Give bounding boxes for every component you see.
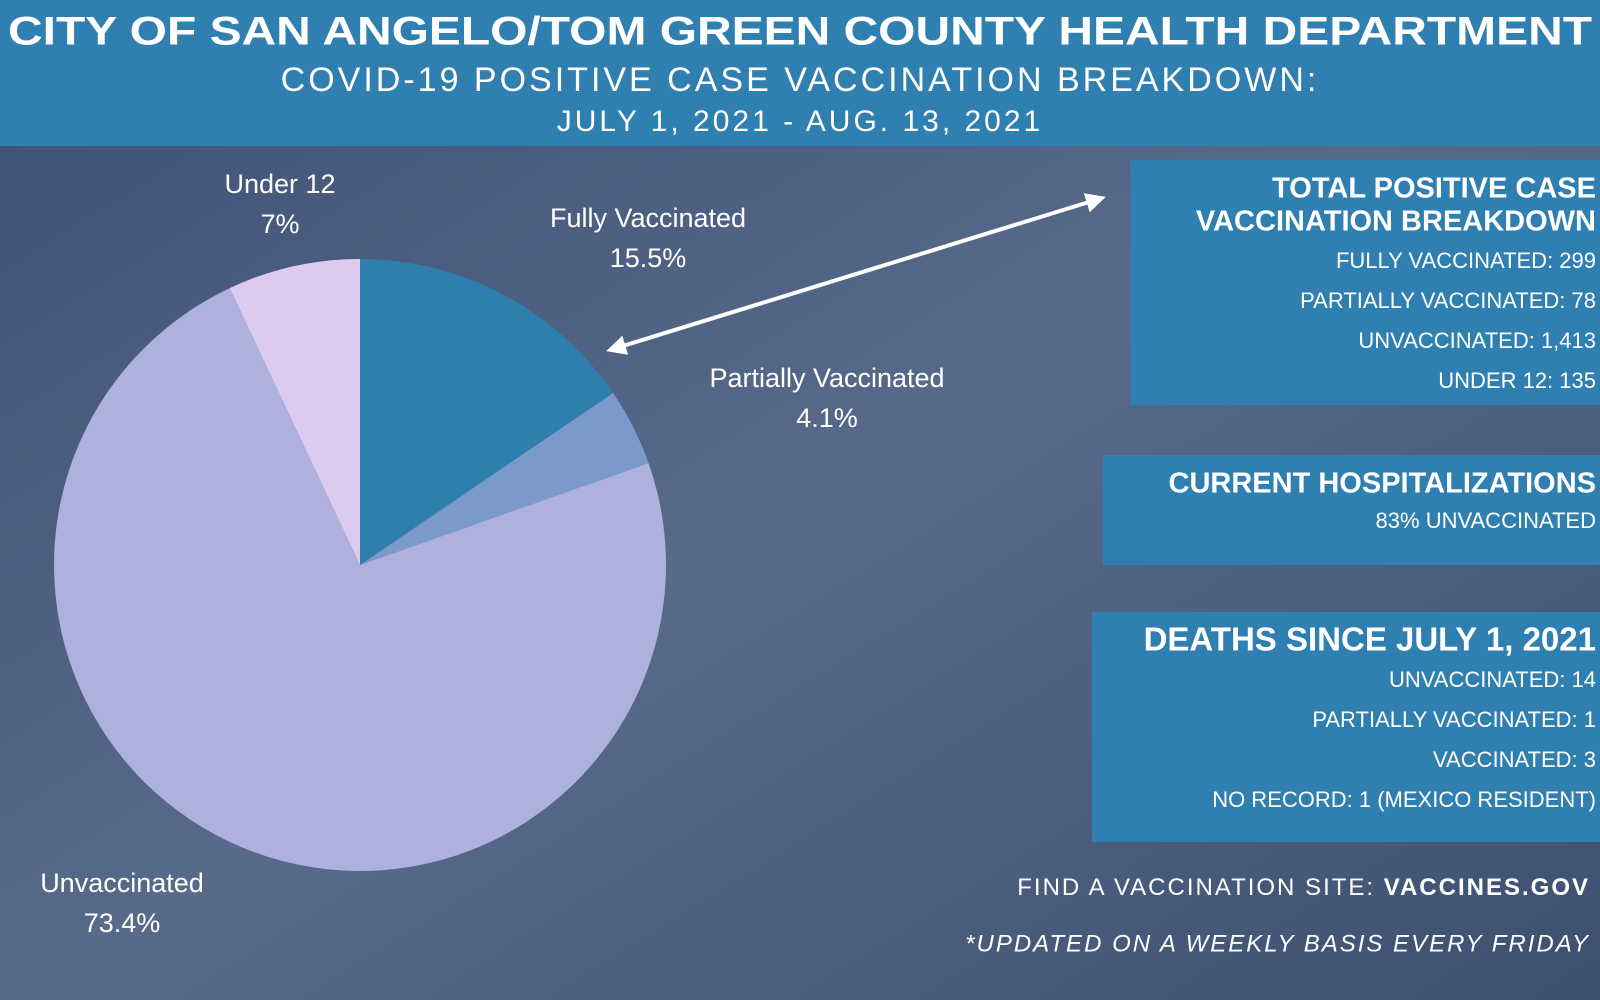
footer-site: VACCINES.GOV — [1384, 874, 1590, 901]
slice-value: 15.5% — [610, 243, 687, 273]
pie: Fully Vaccinated 15.5% Partially Vaccinate… — [40, 169, 944, 938]
slice-value: 7% — [260, 209, 299, 239]
panel-heading: DEATHS SINCE JULY 1, 2021 — [1144, 621, 1596, 658]
panel-item: 83% UNVACCINATED — [1376, 508, 1596, 533]
panel-item: NO RECORD: 1 (MEXICO RESIDENT) — [1212, 787, 1596, 812]
slice-label: Partially Vaccinated — [709, 363, 944, 393]
pie-slice — [53, 288, 666, 871]
panel-item: FULLY VACCINATED: 299 — [1336, 248, 1596, 273]
slice-value: 4.1% — [796, 403, 858, 433]
panel — [1092, 612, 1600, 842]
panel-heading: VACCINATION BREAKDOWN — [1196, 206, 1596, 238]
panel-item: PARTIALLY VACCINATED: 1 — [1312, 707, 1596, 732]
slice-label: Under 12 — [224, 169, 335, 199]
panel — [1103, 455, 1600, 565]
panel — [1130, 160, 1600, 405]
panel-item: UNDER 12: 135 — [1438, 368, 1596, 393]
panel-heading: CURRENT HOSPITALIZATIONS — [1169, 468, 1596, 500]
slice-label: Fully Vaccinated — [550, 203, 746, 233]
pie-slice — [229, 259, 360, 565]
footer: FIND A VACCINATION SITE: VACCINES.GOV — [1017, 874, 1590, 901]
pie-slice — [360, 393, 649, 565]
panel-heading: TOTAL POSITIVE CASE — [1272, 173, 1596, 205]
panel-item: UNVACCINATED: 14 — [1389, 667, 1596, 692]
subtitle: JULY 1, 2021 - AUG. 13, 2021 — [557, 105, 1043, 138]
panel-item: UNVACCINATED: 1,413 — [1358, 328, 1596, 353]
footer-prompt: FIND A VACCINATION SITE: — [1017, 874, 1375, 901]
subtitle: COVID-19 POSITIVE CASE VACCINATION BREAK… — [281, 61, 1320, 99]
panel-item: PARTIALLY VACCINATED: 78 — [1300, 288, 1596, 313]
footer-note: *UPDATED ON A WEEKLY BASIS EVERY FRIDAY — [965, 930, 1590, 957]
header-band — [0, 0, 1600, 146]
arrow — [606, 193, 1106, 355]
pie-slice — [360, 259, 614, 565]
title: CITY OF SAN ANGELO/TOM GREEN COUNTY HEAL… — [8, 10, 1592, 54]
slice-label: Unvaccinated — [40, 868, 204, 898]
panel-item: VACCINATED: 3 — [1433, 747, 1596, 772]
slice-value: 73.4% — [84, 908, 161, 938]
